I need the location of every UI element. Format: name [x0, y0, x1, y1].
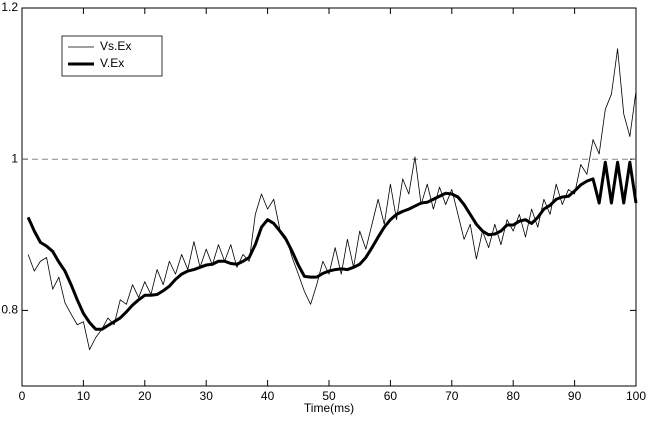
y-tick-label: 1.2 [1, 0, 18, 14]
x-tick-label: 80 [507, 389, 521, 403]
y-tick-label: 0.8 [1, 303, 18, 317]
legend-label: V.Ex [100, 56, 124, 70]
x-tick-label: 20 [138, 389, 152, 403]
x-tick-label: 50 [322, 389, 336, 403]
series-line [26, 160, 638, 331]
x-tick-label: 90 [568, 389, 582, 403]
series-line [27, 48, 637, 351]
x-tick-label: 60 [384, 389, 398, 403]
y-tick-label: 1 [11, 151, 18, 165]
legend-label: Vs.Ex [100, 39, 131, 53]
x-axis-label: Time(ms) [304, 401, 354, 415]
x-tick-label: 30 [200, 389, 214, 403]
x-tick-label: 40 [261, 389, 275, 403]
x-tick-label: 70 [445, 389, 459, 403]
legend-box [61, 35, 163, 77]
x-tick-label: 0 [19, 389, 26, 403]
x-tick-label: 10 [77, 389, 91, 403]
x-tick-label: 100 [626, 389, 646, 403]
